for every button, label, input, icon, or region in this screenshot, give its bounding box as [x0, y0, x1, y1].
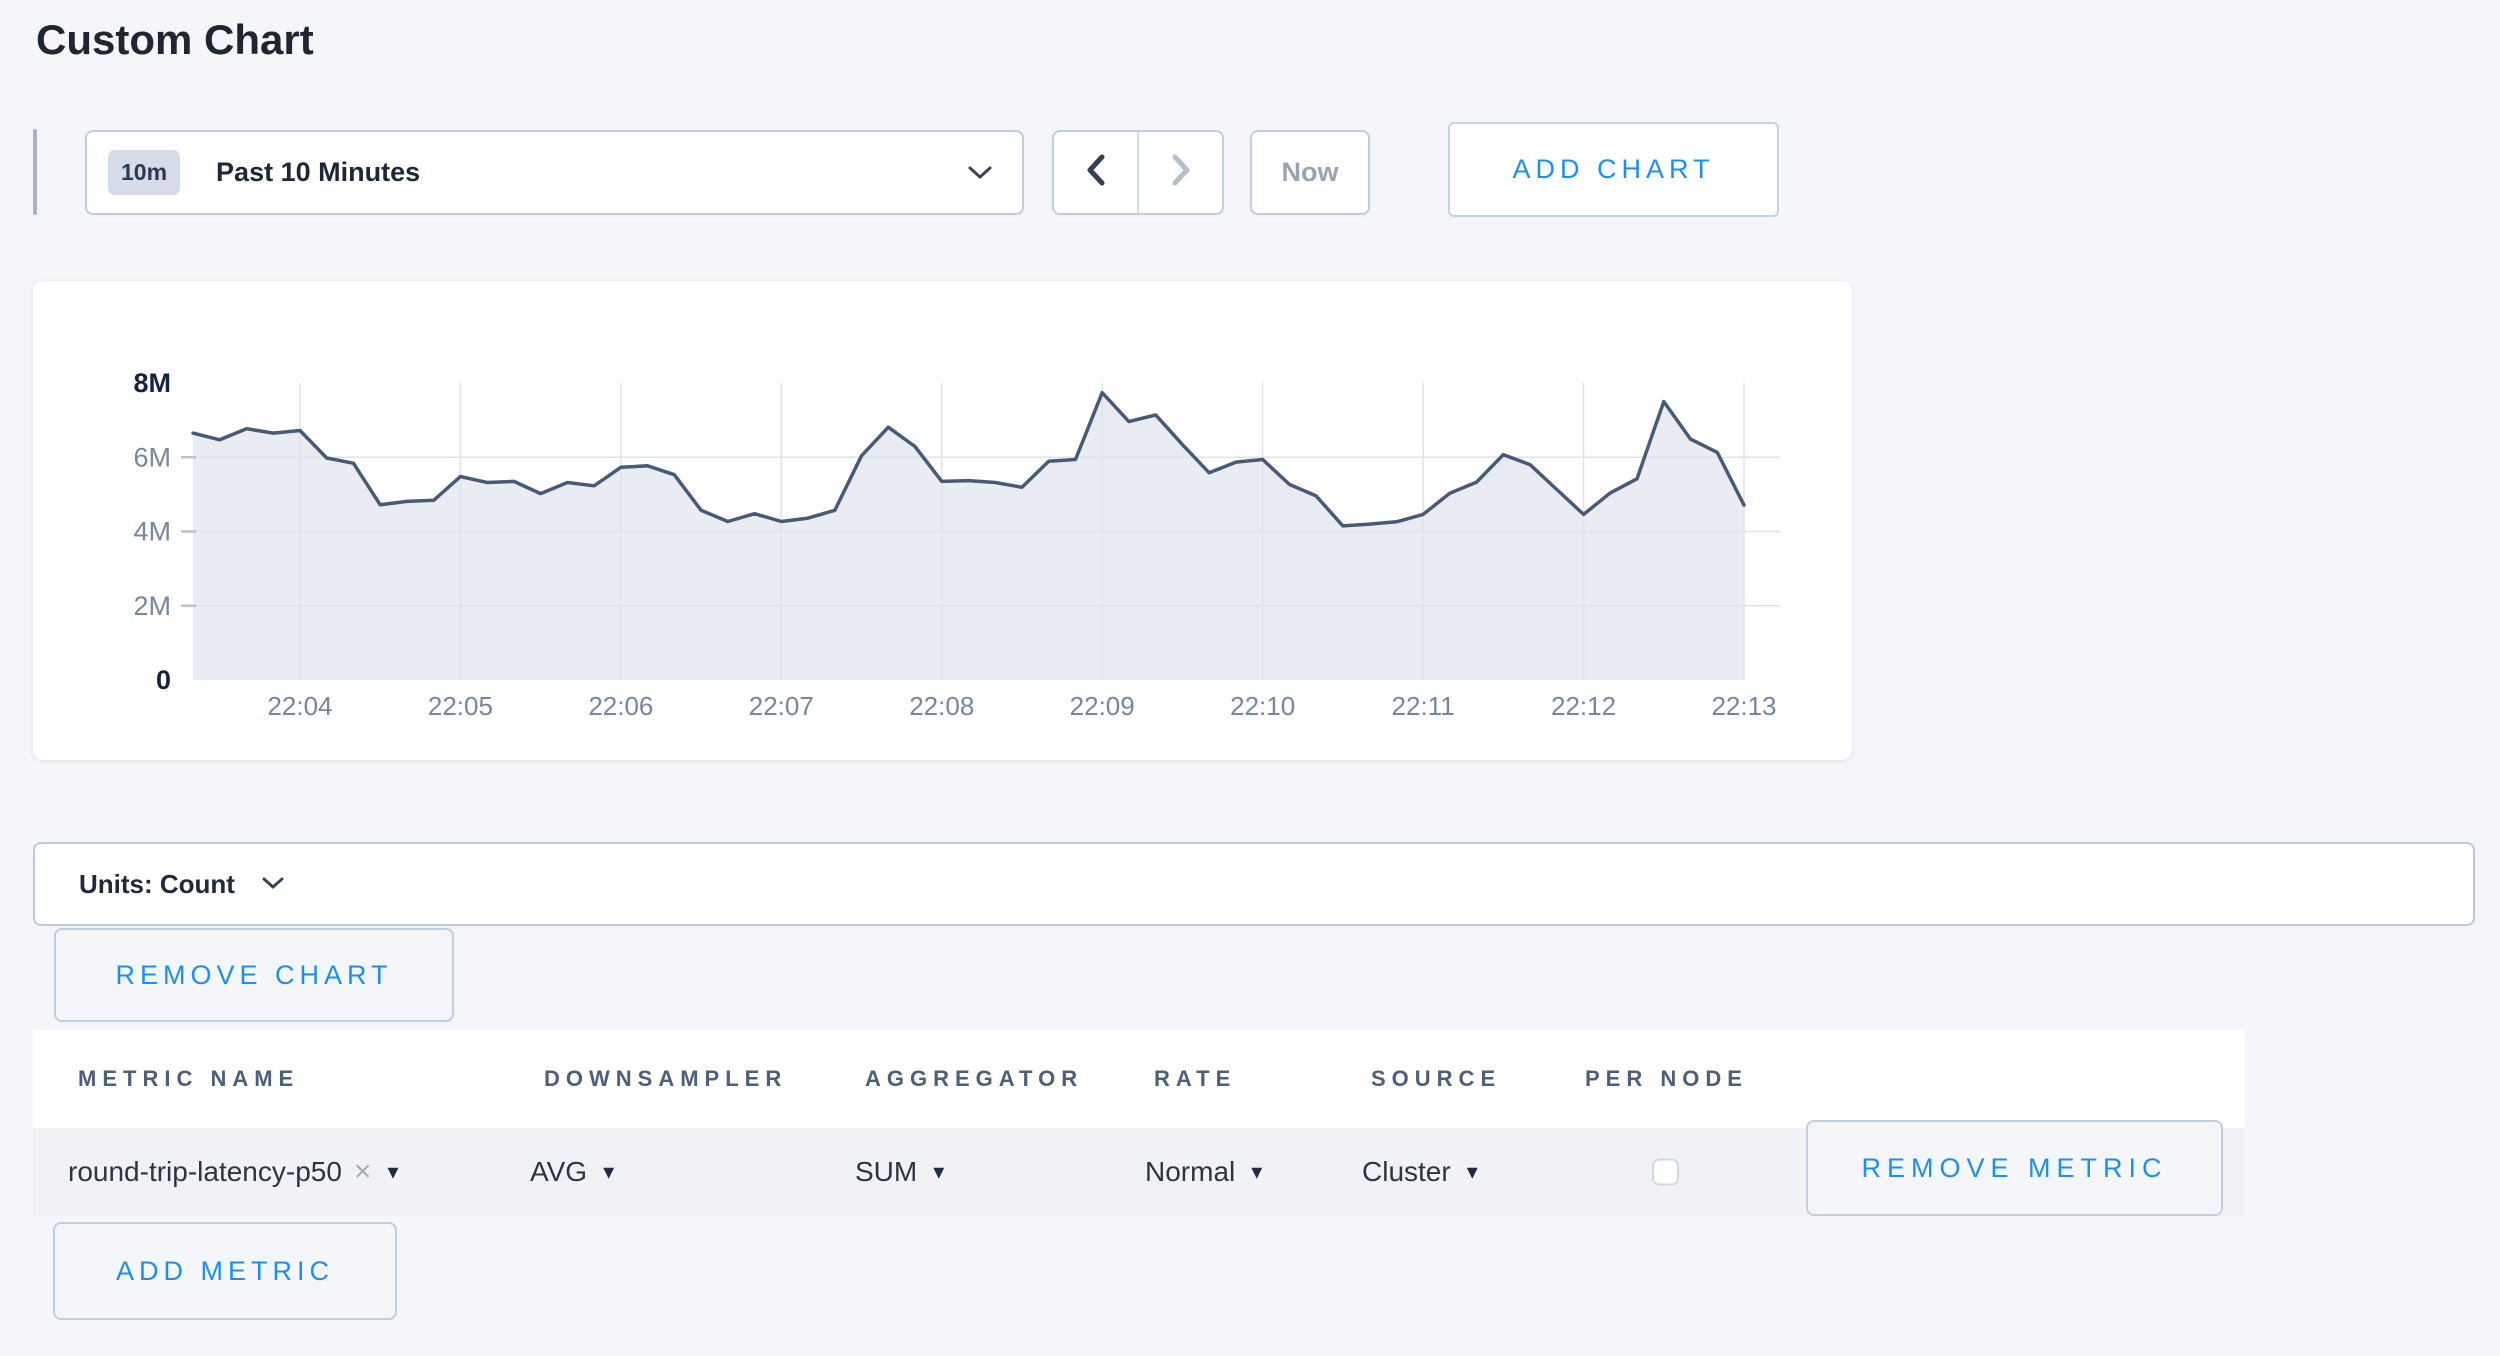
- x-axis-tick-label: 22:09: [1070, 691, 1135, 721]
- y-axis-tick-label: 0: [156, 665, 171, 695]
- source-value: Cluster: [1362, 1156, 1451, 1187]
- toolbar-accent-bar: [33, 129, 37, 215]
- chevron-right-icon: [1168, 150, 1194, 195]
- chart-card: 22:04 22:05 22:06 22:07 22:08 22:09 22:10 22:11…: [33, 281, 1852, 760]
- aggregator-dropdown[interactable]: SUM ▾: [855, 1156, 944, 1188]
- prev-time-button[interactable]: [1054, 132, 1137, 213]
- series-area: [193, 392, 1744, 680]
- x-axis-tick-label: 22:12: [1551, 691, 1616, 721]
- time-nav-group: [1052, 130, 1224, 215]
- column-header-downsampler: DOWNSAMPLER: [544, 1066, 788, 1091]
- y-axis-tick-label: 2M: [133, 591, 171, 621]
- column-header-aggregator: AGGREGATOR: [865, 1066, 1084, 1091]
- caret-down-icon: ▾: [1251, 1159, 1263, 1184]
- metric-name-label: round-trip-latency-p50: [68, 1156, 342, 1187]
- page-title: Custom Chart: [36, 16, 314, 63]
- units-selector[interactable]: Units: Count: [33, 842, 2475, 926]
- metrics-table: METRIC NAME DOWNSAMPLER AGGREGATOR RATE …: [33, 1030, 2245, 1216]
- downsampler-value: AVG: [530, 1156, 588, 1187]
- caret-down-icon: ▾: [603, 1159, 615, 1184]
- x-axis-tick-label: 22:13: [1711, 691, 1776, 721]
- clear-metric-x-icon[interactable]: ×: [353, 1155, 372, 1188]
- custom-chart-svg: 22:04 22:05 22:06 22:07 22:08 22:09 22:10 22:11…: [133, 368, 1780, 721]
- units-label: Units: Count: [79, 868, 235, 899]
- x-axis-tick-label: 22:06: [588, 691, 653, 721]
- chevron-left-icon: [1083, 150, 1109, 195]
- x-axis-tick-label: 22:11: [1392, 691, 1455, 721]
- source-dropdown[interactable]: Cluster ▾: [1362, 1156, 1478, 1188]
- remove-metric-button[interactable]: REMOVE METRIC: [1806, 1120, 2223, 1216]
- rate-value: Normal: [1145, 1156, 1236, 1187]
- column-header-rate: RATE: [1154, 1066, 1237, 1091]
- x-axis-tick-label: 22:07: [749, 691, 814, 721]
- series-line: [191, 390, 1746, 528]
- caret-down-icon: ▾: [933, 1159, 945, 1184]
- time-range-label: Past 10 Minutes: [216, 157, 421, 187]
- time-range-selector[interactable]: 10m Past 10 Minutes: [85, 130, 1024, 215]
- column-header-metric-name: METRIC NAME: [78, 1066, 300, 1091]
- add-metric-button[interactable]: ADD METRIC: [53, 1222, 397, 1320]
- chevron-down-icon: [261, 876, 285, 892]
- caret-down-icon: ▾: [387, 1159, 399, 1184]
- column-header-source: SOURCE: [1371, 1066, 1502, 1091]
- x-axis-tick-label: 22:04: [267, 691, 332, 721]
- metric-name-dropdown[interactable]: round-trip-latency-p50 × ▾: [68, 1155, 399, 1189]
- now-button[interactable]: Now: [1250, 130, 1370, 215]
- add-chart-button[interactable]: ADD CHART: [1448, 122, 1779, 217]
- caret-down-icon: ▾: [1466, 1159, 1478, 1184]
- per-node-checkbox[interactable]: [1652, 1158, 1679, 1186]
- y-axis-tick-label: 8M: [133, 368, 171, 398]
- chevron-down-icon: [966, 164, 994, 182]
- nav-divider: [1137, 132, 1139, 213]
- x-axis-tick-label: 22:08: [909, 691, 974, 721]
- time-window-badge: 10m: [108, 150, 181, 195]
- x-axis-tick-label: 22:10: [1230, 691, 1295, 721]
- aggregator-value: SUM: [855, 1156, 918, 1187]
- next-time-button[interactable]: [1139, 132, 1222, 213]
- y-axis-tick-label: 4M: [133, 517, 171, 547]
- downsampler-dropdown[interactable]: AVG ▾: [530, 1156, 614, 1188]
- rate-dropdown[interactable]: Normal ▾: [1145, 1156, 1262, 1188]
- remove-chart-button[interactable]: REMOVE CHART: [54, 928, 454, 1022]
- x-axis-tick-label: 22:05: [428, 691, 493, 721]
- y-axis-tick-label: 6M: [133, 442, 171, 472]
- column-header-per-node: PER NODE: [1585, 1066, 1748, 1091]
